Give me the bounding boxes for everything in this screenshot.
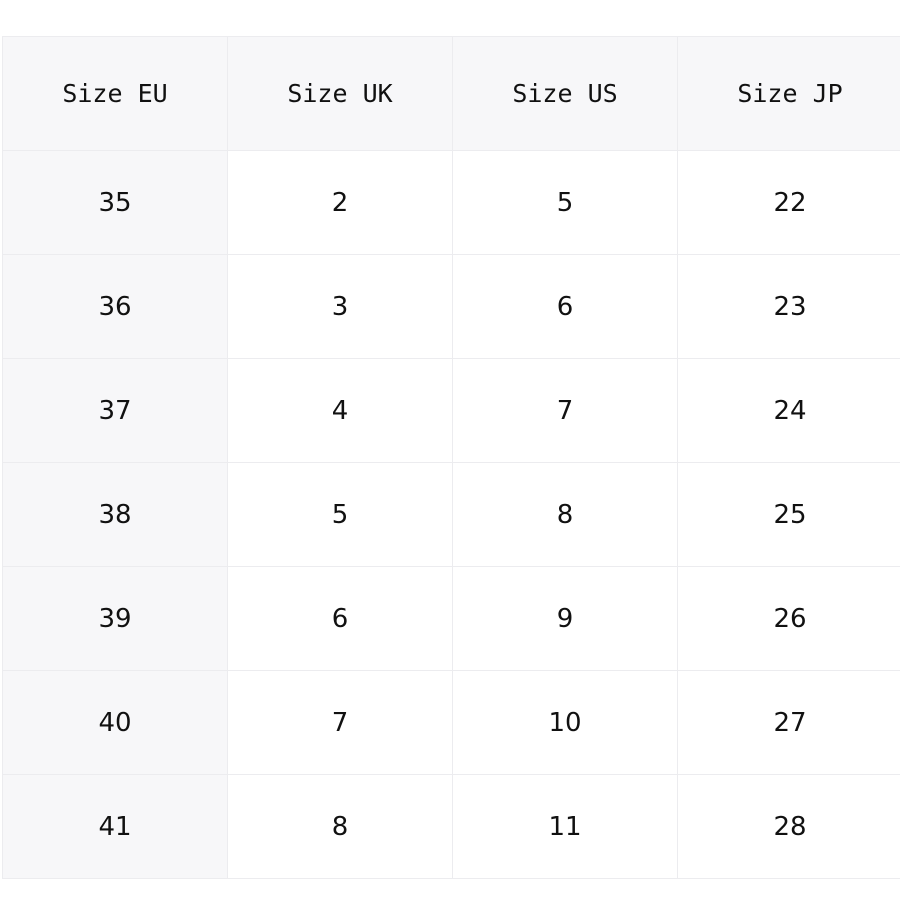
header-size-uk: Size UK xyxy=(227,36,453,151)
header-row: Size EU Size UK Size US Size JP xyxy=(2,36,900,151)
cell-uk: 7 xyxy=(227,670,453,775)
cell-uk: 5 xyxy=(227,462,453,567)
cell-eu: 41 xyxy=(2,774,228,879)
table-row: 37 4 7 24 xyxy=(2,358,900,463)
cell-uk: 2 xyxy=(227,150,453,255)
cell-jp: 23 xyxy=(677,254,900,359)
cell-uk: 8 xyxy=(227,774,453,879)
cell-eu: 39 xyxy=(2,566,228,671)
header-size-eu: Size EU xyxy=(2,36,228,151)
header-size-jp: Size JP xyxy=(677,36,900,151)
cell-uk: 4 xyxy=(227,358,453,463)
cell-eu: 37 xyxy=(2,358,228,463)
cell-uk: 6 xyxy=(227,566,453,671)
table-row: 38 5 8 25 xyxy=(2,462,900,567)
cell-us: 5 xyxy=(452,150,678,255)
cell-eu: 38 xyxy=(2,462,228,567)
cell-jp: 27 xyxy=(677,670,900,775)
table-row: 40 7 10 27 xyxy=(2,670,900,775)
table-row: 36 3 6 23 xyxy=(2,254,900,359)
cell-us: 11 xyxy=(452,774,678,879)
cell-us: 7 xyxy=(452,358,678,463)
table-row: 35 2 5 22 xyxy=(2,150,900,255)
header-size-us: Size US xyxy=(452,36,678,151)
cell-eu: 36 xyxy=(2,254,228,359)
table-row: 41 8 11 28 xyxy=(2,774,900,879)
cell-uk: 3 xyxy=(227,254,453,359)
cell-us: 10 xyxy=(452,670,678,775)
cell-us: 6 xyxy=(452,254,678,359)
table-row: 39 6 9 26 xyxy=(2,566,900,671)
cell-jp: 26 xyxy=(677,566,900,671)
cell-us: 8 xyxy=(452,462,678,567)
cell-us: 9 xyxy=(452,566,678,671)
cell-jp: 22 xyxy=(677,150,900,255)
size-chart-table: Size EU Size UK Size US Size JP 35 2 5 22 36… xyxy=(2,36,900,879)
cell-jp: 25 xyxy=(677,462,900,567)
cell-jp: 28 xyxy=(677,774,900,879)
cell-eu: 35 xyxy=(2,150,228,255)
cell-eu: 40 xyxy=(2,670,228,775)
cell-jp: 24 xyxy=(677,358,900,463)
